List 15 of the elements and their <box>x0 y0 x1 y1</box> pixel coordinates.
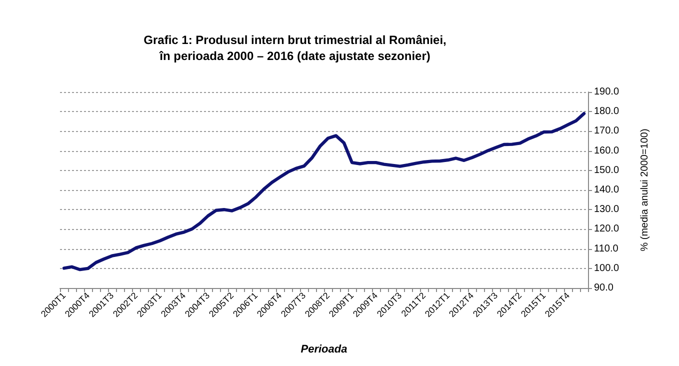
y-tick-label: 190.0 <box>594 86 620 98</box>
y-tick-label: 130.0 <box>594 204 620 216</box>
chart-title: Grafic 1: Produsul intern brut trimestrial al României, în perioada 2000 – 2016 (date ajustate sezonier) <box>144 33 446 63</box>
y-tick-label: 90.0 <box>594 282 614 294</box>
x-axis-title: Perioada <box>300 344 348 356</box>
y-tick-label: 140.0 <box>594 184 620 196</box>
y-tick-label: 120.0 <box>594 224 620 235</box>
y-tick-label: 180.0 <box>594 106 620 118</box>
y-axis-title: % (media anului 2000=100) <box>640 128 650 252</box>
y-tick-label: 150.0 <box>594 164 620 176</box>
y-tick-label: 110.0 <box>594 243 619 254</box>
line-series <box>62 112 586 272</box>
y-tick-label: 160.0 <box>594 145 620 156</box>
y-tick-label: 100.0 <box>594 262 620 274</box>
y-tick-label: 170.0 <box>594 126 620 137</box>
